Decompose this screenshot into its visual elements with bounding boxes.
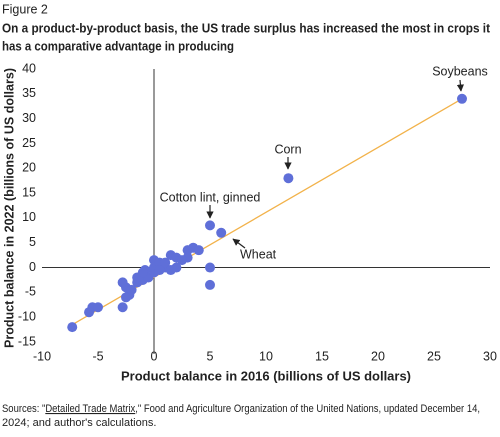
source-link[interactable]: Detailed Trade Matrix bbox=[45, 403, 135, 415]
point bbox=[165, 265, 176, 276]
point bbox=[154, 265, 165, 276]
figure-label: Figure 2 bbox=[2, 2, 48, 16]
annotation: Corn bbox=[274, 142, 301, 156]
point bbox=[283, 173, 294, 184]
source-text: ," Food and Agriculture Organization of … bbox=[135, 403, 480, 415]
point bbox=[177, 255, 187, 266]
point bbox=[126, 284, 137, 295]
x-tick-label: -10 bbox=[33, 349, 51, 363]
y-tick-label: 30 bbox=[22, 111, 36, 125]
point bbox=[84, 307, 95, 318]
point bbox=[117, 302, 128, 313]
point bbox=[205, 262, 215, 273]
y-tick-label: -5 bbox=[25, 285, 36, 299]
point bbox=[137, 267, 148, 278]
annotation-arrow bbox=[456, 79, 464, 92]
x-tick-label: -5 bbox=[92, 349, 103, 363]
source-note: Sources: "Detailed Trade Matrix," Food a… bbox=[2, 403, 480, 415]
y-tick-label: -15 bbox=[18, 334, 36, 348]
point bbox=[93, 302, 103, 313]
y-tick-label: 35 bbox=[22, 86, 36, 100]
y-tick-label: 5 bbox=[29, 235, 36, 249]
y-tick-label: 0 bbox=[29, 260, 36, 274]
point bbox=[160, 257, 171, 268]
y-tick-label: 10 bbox=[22, 210, 36, 224]
x-tick-label: 30 bbox=[483, 349, 497, 363]
x-tick-label: 20 bbox=[371, 349, 385, 363]
annotation: Wheat bbox=[240, 247, 277, 261]
chart-title: On a product-by-product basis, the US tr… bbox=[2, 20, 491, 35]
point bbox=[457, 93, 467, 104]
y-tick-label: -10 bbox=[18, 309, 36, 323]
annotation: Cotton lint, ginned bbox=[160, 190, 261, 204]
point bbox=[205, 279, 215, 290]
annotation-arrow bbox=[232, 238, 246, 249]
x-tick-label: 0 bbox=[151, 349, 158, 363]
x-tick-label: 10 bbox=[259, 349, 273, 363]
point bbox=[193, 245, 204, 256]
x-tick-label: 15 bbox=[315, 349, 329, 363]
point bbox=[216, 227, 227, 238]
x-axis-label: Product balance in 2016 (billions of US … bbox=[121, 368, 411, 383]
source-note: 2024; and author's calculations. bbox=[2, 417, 156, 429]
point bbox=[117, 277, 128, 288]
x-tick-label: 5 bbox=[207, 349, 214, 363]
y-tick-label: 20 bbox=[22, 161, 36, 175]
annotation: Soybeans bbox=[432, 64, 488, 78]
point bbox=[67, 322, 78, 333]
y-tick-label: 15 bbox=[22, 185, 36, 199]
point bbox=[205, 220, 215, 231]
x-tick-label: 25 bbox=[427, 349, 441, 363]
y-tick-label: 25 bbox=[22, 136, 36, 150]
source-text: Sources: " bbox=[2, 403, 45, 415]
chart-title: has a comparative advantage in producing bbox=[2, 38, 234, 53]
y-tick-label: 40 bbox=[22, 61, 36, 75]
y-axis-label: Product balance in 2022 (billions of US … bbox=[1, 68, 16, 348]
